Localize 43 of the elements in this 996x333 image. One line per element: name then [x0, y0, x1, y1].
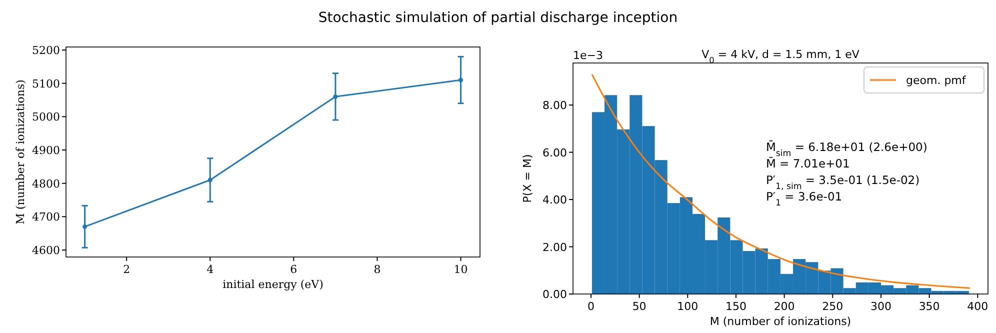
x-tick-label: 2	[123, 263, 130, 276]
x-tick-label: 350	[918, 300, 940, 313]
x-tick-label: 300	[870, 300, 892, 313]
y-tick-label: 4.00	[542, 194, 567, 207]
y-tick-label: 4600	[32, 244, 60, 257]
x-tick-label: 150	[725, 300, 746, 313]
y-tick-label: 4700	[32, 210, 60, 224]
y-tick-label: 2.00	[542, 240, 567, 254]
annotation: M̄$_{sim}$ = 6.18e+01 (2.6e+00)	[766, 140, 928, 159]
y-tick-label: 0.00	[542, 288, 567, 301]
x-tick-label: 0	[587, 300, 594, 313]
y-tick-label: 5000	[32, 110, 60, 124]
annotation: P′$_{1}$ = 3.6e-01	[766, 190, 842, 208]
x-tick-label: 50	[632, 300, 646, 313]
point	[333, 94, 338, 99]
x-tick-label: 6	[290, 263, 298, 276]
y-axis-title: P(X = M)	[521, 154, 534, 203]
y-tick-label: 4800	[32, 177, 60, 190]
chart-subtitle: V$_{0}$ = 4 kV, d = 1.5 mm, 1 eV	[702, 48, 860, 65]
point	[208, 178, 212, 182]
y-tick-label: 6.00	[542, 146, 567, 160]
x-tick-label: 10	[454, 263, 468, 276]
point	[82, 224, 88, 229]
y-axis-title: M (number of ionizations)	[14, 80, 27, 224]
x-tick-label: 400	[967, 300, 988, 313]
annotation: M̄ = 7.01e+01	[766, 156, 850, 170]
x-axis-title: initial energy (eV)	[222, 278, 324, 291]
x-axis-title: M (number of ionizations)	[710, 315, 852, 328]
text: 1e−3	[573, 49, 603, 62]
x-tick-label: 250	[822, 300, 844, 313]
y-tick-label: 8.00	[542, 99, 567, 112]
legend-label: geom. pmf	[906, 74, 967, 87]
chart-title: Stochastic simulation of partial discharge inception	[318, 10, 678, 26]
y-tick-label: 5200	[32, 44, 60, 57]
x-tick-label: 200	[774, 300, 795, 313]
point	[458, 78, 464, 82]
y-tick-label: 4900	[32, 144, 60, 157]
x-tick-label: 100	[677, 300, 698, 313]
x-tick-label: 8	[374, 263, 381, 276]
annotation: P′$_{1, sim}$ = 3.5e-01 (1.5e-02)	[766, 173, 920, 192]
y-tick-label: 5100	[32, 77, 60, 90]
x-tick-label: 4	[206, 263, 214, 276]
line-series	[591, 74, 971, 289]
